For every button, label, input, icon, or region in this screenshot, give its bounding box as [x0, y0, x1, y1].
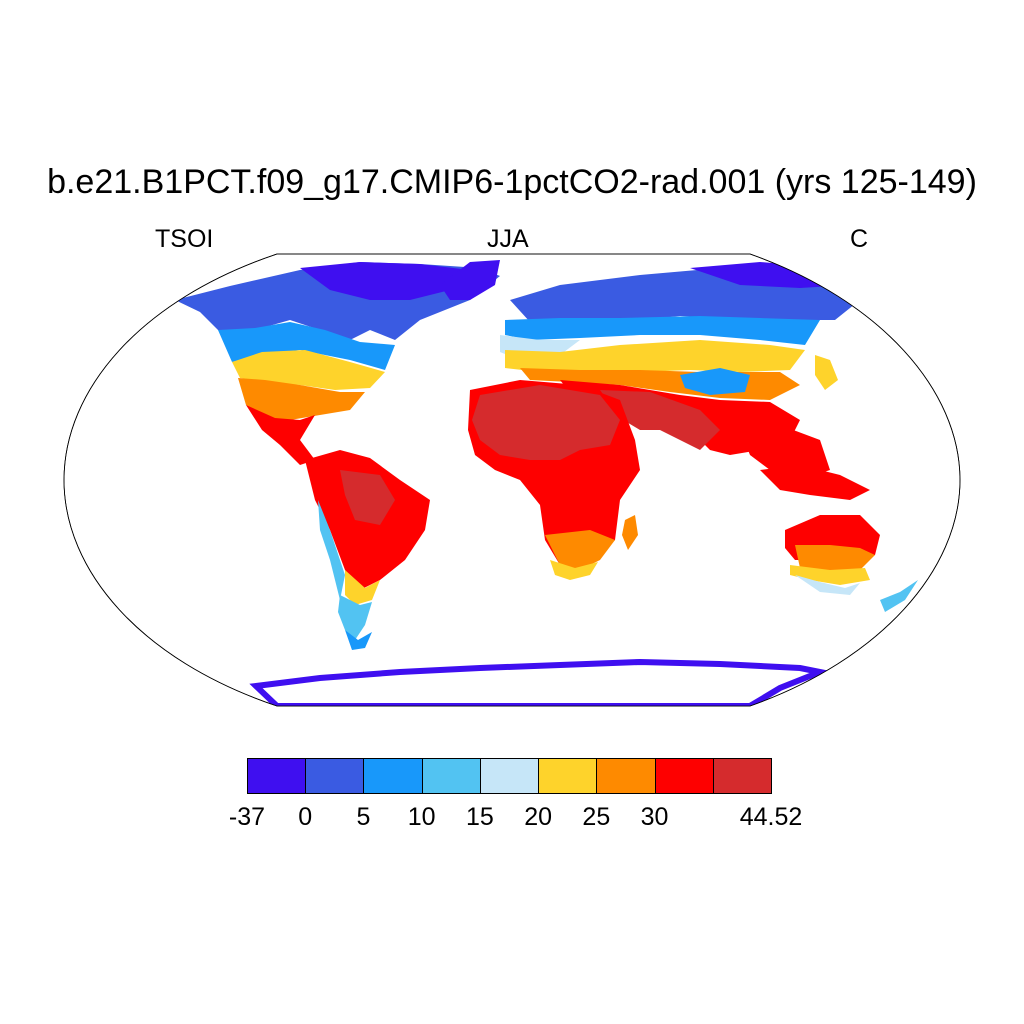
- tibet-cool: [680, 368, 750, 395]
- south-america-cool: [338, 595, 372, 640]
- eurasia-mild: [505, 340, 805, 372]
- greenland: [440, 260, 500, 300]
- map-title: b.e21.B1PCT.f09_g17.CMIP6-1pctCO2-rad.00…: [47, 163, 977, 201]
- sahara-hottest: [472, 385, 620, 460]
- north-america-mild: [232, 350, 385, 390]
- south-america-andes: [318, 500, 345, 600]
- land-fields: [175, 260, 918, 706]
- south-america-tip: [345, 630, 372, 650]
- japan: [815, 355, 838, 390]
- southern-africa-mild: [550, 560, 598, 580]
- indonesia: [760, 465, 870, 500]
- units-label: C: [850, 225, 869, 253]
- north-america-arctic: [300, 262, 470, 300]
- southern-africa-warm: [545, 530, 615, 570]
- north-america-warm: [238, 378, 365, 420]
- middle-east-hottest: [600, 390, 720, 450]
- new-zealand: [880, 580, 918, 612]
- south-america-mild: [345, 570, 380, 605]
- antarctica: [249, 658, 831, 706]
- variable-label: TSOI: [155, 225, 214, 253]
- central-america: [246, 405, 315, 465]
- season-label: JJA: [487, 225, 529, 253]
- eurasia-cool: [505, 316, 820, 345]
- southeast-asia: [740, 425, 830, 480]
- south-america-core: [340, 470, 395, 525]
- australia-warm: [795, 545, 875, 572]
- map-frame: [63, 253, 961, 707]
- australia-south: [795, 575, 860, 595]
- north-america-cool: [218, 322, 395, 370]
- madagascar: [622, 515, 638, 550]
